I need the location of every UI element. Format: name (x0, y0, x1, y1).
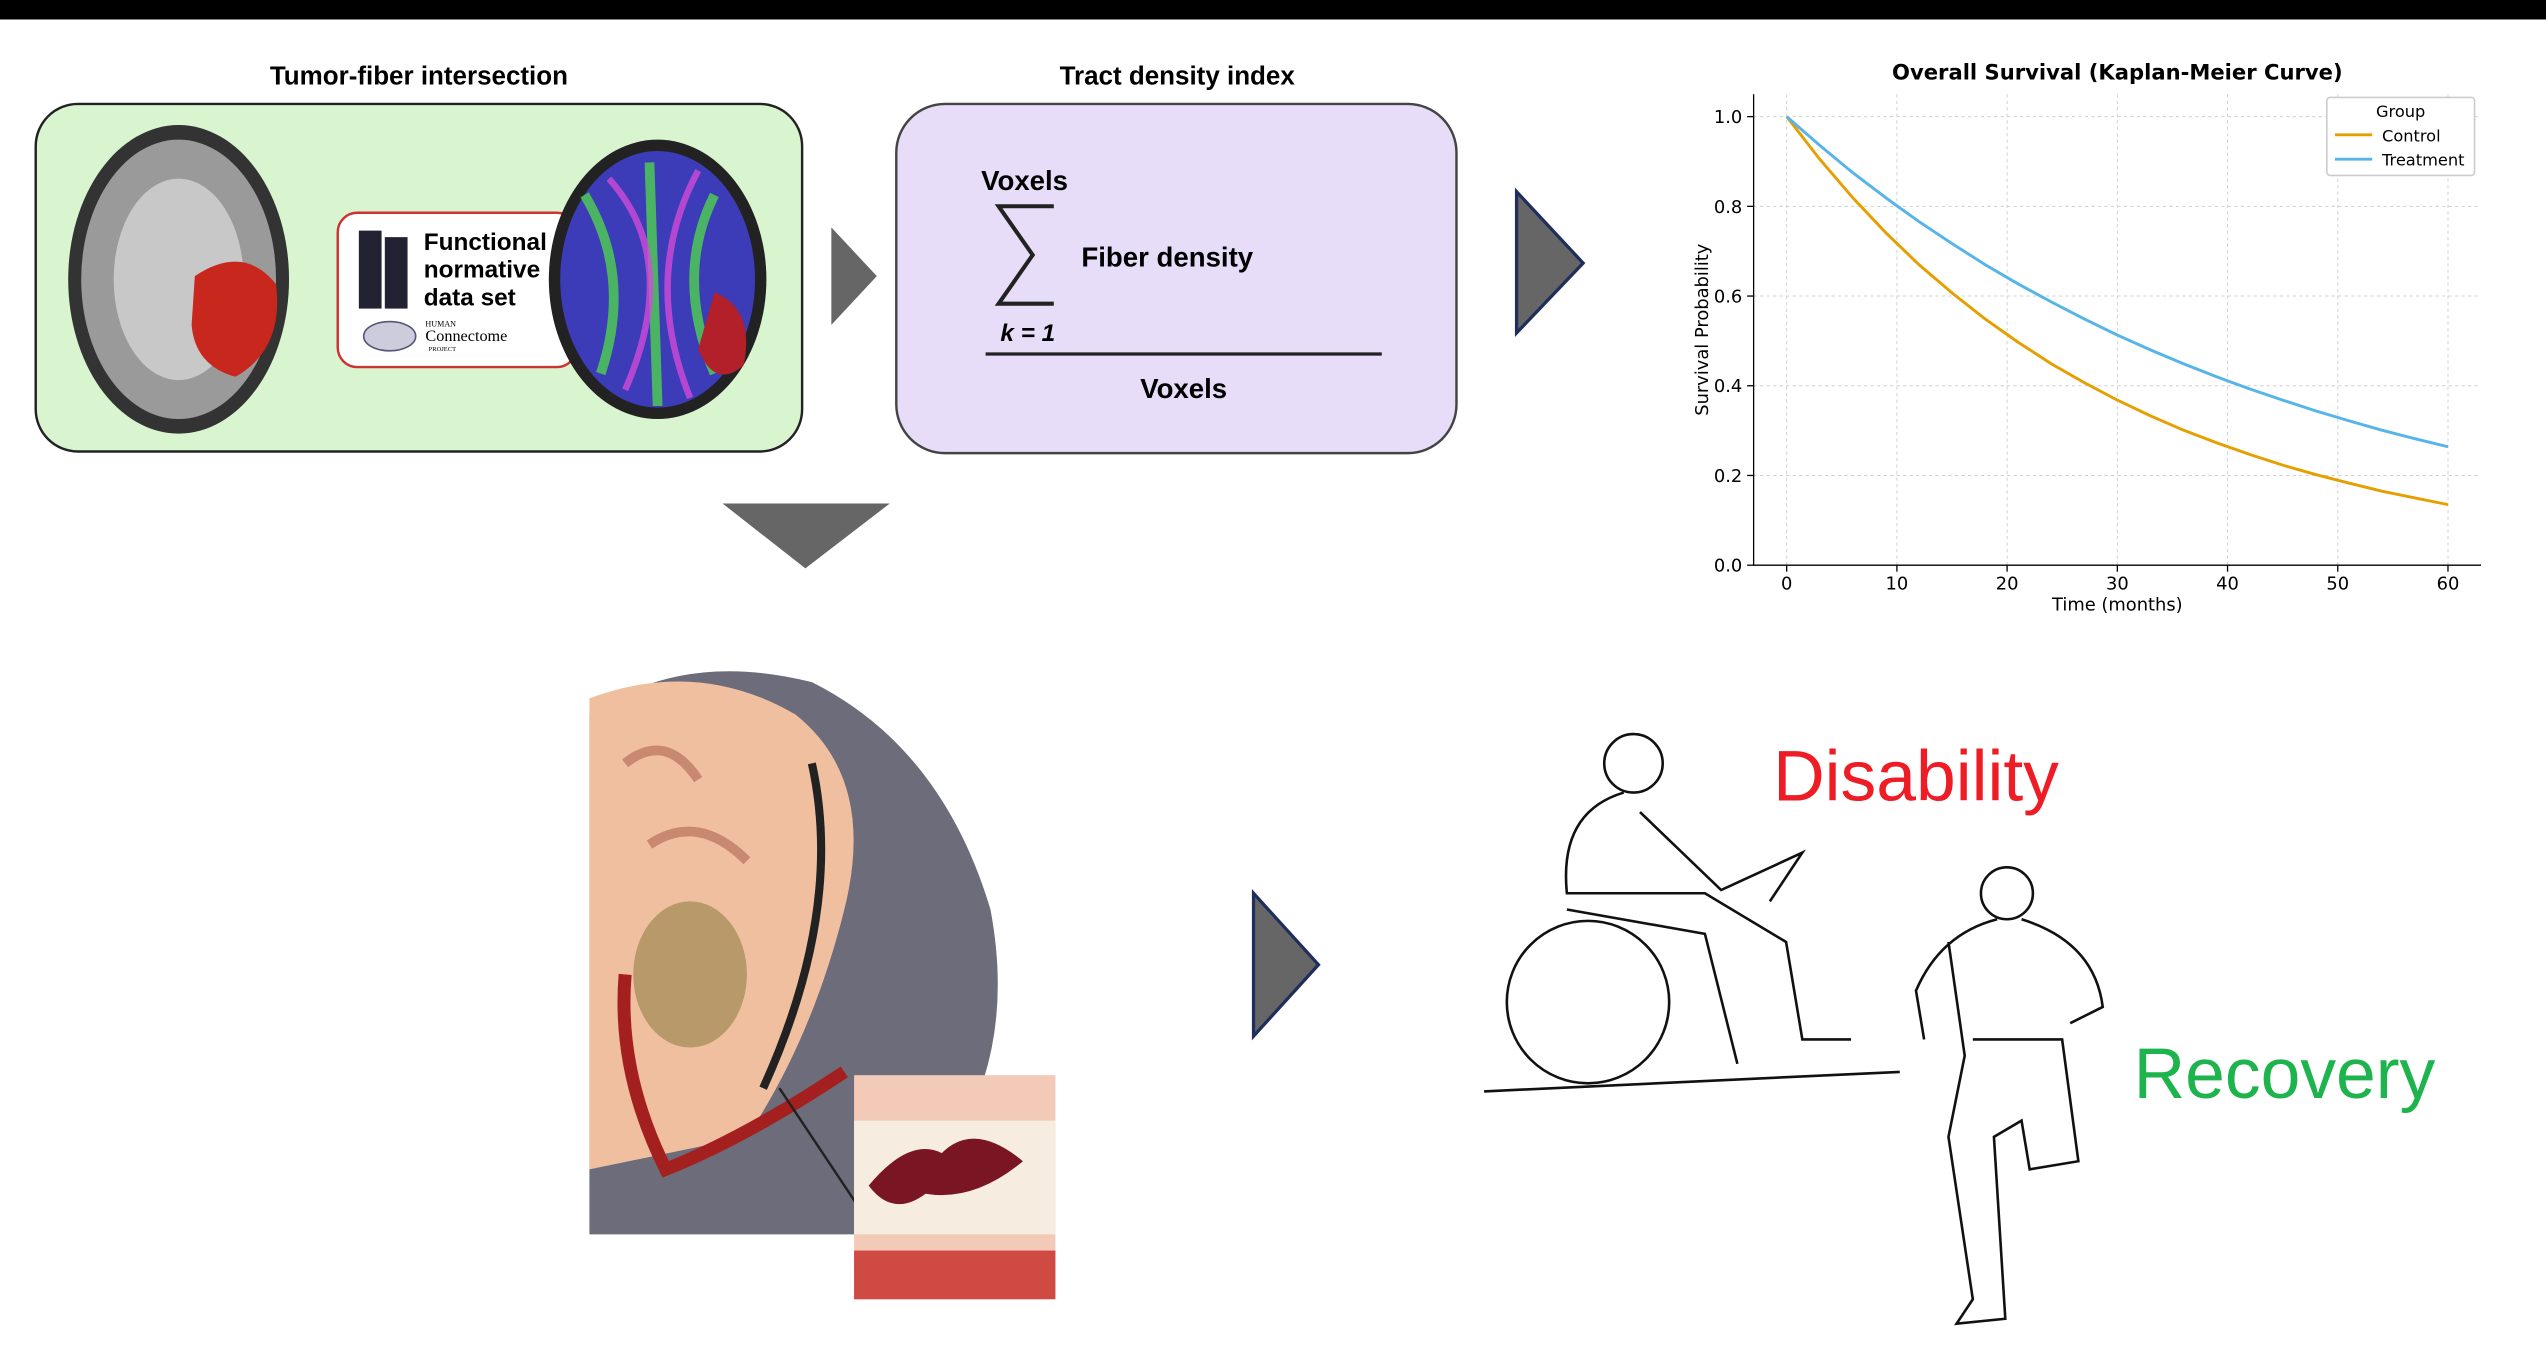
panel-box (895, 102, 1458, 455)
legend-label: Control (2382, 126, 2441, 145)
dataset-text: Functional (424, 229, 547, 256)
series-line (1785, 115, 2449, 507)
y-tick-label: 0.6 (1714, 287, 1742, 308)
series-line (1785, 115, 2449, 449)
arrow (722, 503, 890, 569)
survival-chart: Overall Survival (Kaplan-Meier Curve) 0 10… (1692, 60, 2482, 616)
x-axis-label: Time (months) (2051, 595, 2183, 616)
logo-text: Connectome (425, 327, 507, 345)
formula-text: Voxels (981, 165, 1068, 196)
arrow (1251, 889, 1321, 1041)
top-bar (0, 0, 2546, 20)
arrow (831, 227, 877, 325)
logo-text: HUMAN (425, 319, 456, 328)
y-tick-label: 0.4 (1714, 376, 1742, 397)
logo-text: PROJECT (429, 346, 456, 353)
legend-title: Group (2376, 102, 2425, 121)
legend-box (2325, 96, 2476, 177)
arrow (1514, 187, 1586, 337)
dataset-text: data set (424, 284, 516, 311)
formula-text: Voxels (1140, 373, 1227, 404)
x-tick-label: 60 (2437, 574, 2460, 595)
x-tick-label: 10 (1886, 574, 1909, 595)
x-tick-label: 20 (1996, 574, 2019, 595)
x-tick-label: 40 (2216, 574, 2239, 595)
x-tick-label: 50 (2326, 574, 2349, 595)
outcome-label: Recovery (2134, 1034, 2436, 1114)
panel-title: Tract density index (1060, 60, 1296, 90)
brain-illustration (589, 671, 1056, 1300)
dataset-text: normative (424, 257, 540, 284)
axes (1752, 94, 2482, 566)
y-tick-label: 0.2 (1714, 466, 1742, 487)
y-tick-label: 0.0 (1714, 556, 1742, 577)
panel-title: Tumor-fiber intersection (270, 60, 568, 90)
y-tick-label: 1.0 (1714, 107, 1742, 128)
x-tick-label: 0 (1781, 574, 1792, 595)
outcome-label: Disability (1773, 737, 2059, 817)
formula-text: Fiber density (1081, 241, 1253, 272)
sigma (994, 204, 1054, 306)
formula-text: k = 1 (1000, 320, 1055, 347)
y-axis-label: Survival Probability (1692, 243, 1713, 416)
legend-label: Treatment (2381, 151, 2465, 170)
x-tick-label: 30 (2106, 574, 2129, 595)
chart-title: Overall Survival (Kaplan-Meier Curve) (1892, 60, 2343, 85)
y-tick-label: 0.8 (1714, 197, 1742, 218)
line-figure (1484, 732, 2105, 1326)
